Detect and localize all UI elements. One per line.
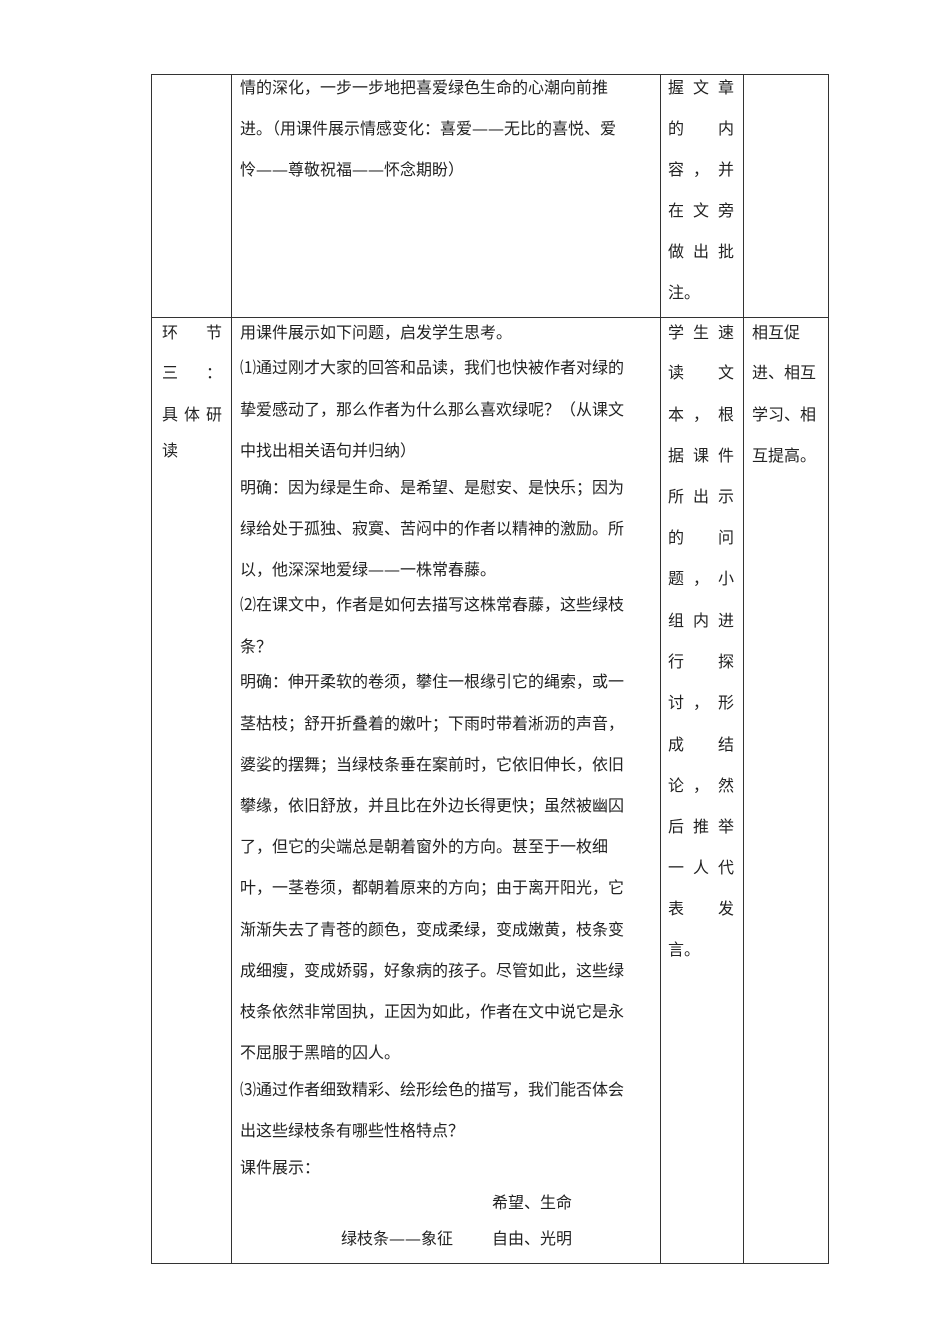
row2-student-line: 本，根	[668, 405, 734, 424]
row2-student-line: 学生速	[668, 323, 734, 342]
row2-purpose-line: 互提高。	[752, 446, 817, 465]
row2-student-line: 论，然	[668, 776, 734, 795]
column-divider	[660, 74, 661, 1264]
row2-student-line: 组内进	[668, 611, 734, 630]
row2-purpose-line: 进、相互	[752, 363, 817, 382]
row1-student-line: 做出批	[668, 242, 734, 261]
table-border-top	[151, 74, 829, 75]
row2-student-line: 题，小	[668, 569, 734, 588]
row1-student-line: 握文章	[668, 78, 734, 97]
column-divider	[231, 74, 232, 1264]
row2-student-line: 表发	[668, 899, 734, 918]
diagram-upper: 希望、生命	[492, 1193, 573, 1212]
row2-stage-line: 三：	[162, 363, 222, 382]
row1-content-line: 怜——尊敬祝福——怀念期盼）	[240, 160, 465, 179]
row2-content-line: 婆娑的摆舞；当绿枝条垂在案前时，它依旧伸长，依旧	[240, 755, 625, 774]
row2-content-line: 渐渐失去了青苍的颜色，变成柔绿，变成嫩黄，枝条变	[240, 920, 625, 939]
row2-stage-line: 读	[162, 441, 179, 460]
row2-content-line: 课件展示：	[240, 1158, 321, 1177]
row2-student-line: 讨，形	[668, 693, 734, 712]
row2-content-line: 以，他深深地爱绿——一株常春藤。	[240, 560, 497, 579]
row1-content-line: 进。（用课件展示情感变化：喜爱——无比的喜悦、爱	[240, 119, 617, 138]
row2-content-line: 茎枯枝；舒开折叠着的嫩叶；下雨时带着淅沥的声音，	[240, 714, 625, 733]
row2-student-line: 所出示	[668, 487, 734, 506]
row2-student-line: 的问	[668, 528, 734, 547]
row2-content-line: 出这些绿枝条有哪些性格特点？	[240, 1121, 465, 1140]
row2-content-line: 了，但它的尖端总是朝着窗外的方向。甚至于一枚细	[240, 837, 609, 856]
row2-content-line: ⑵在课文中，作者是如何去描写这株常春藤，这些绿枝	[240, 595, 625, 614]
table-border-left	[151, 74, 152, 1264]
row2-content-line: 条？	[240, 637, 273, 656]
row2-content-line: 用课件展示如下问题，启发学生思考。	[240, 323, 513, 342]
row2-student-line: 言。	[668, 940, 701, 959]
row1-student-line: 在文旁	[668, 201, 734, 220]
row2-content-line: ⑶通过作者细致精彩、绘形绘色的描写，我们能否体会	[240, 1080, 625, 1099]
row2-content-line: ⑴通过刚才大家的回答和品读，我们也快被作者对绿的	[240, 358, 625, 377]
row2-student-line: 行探	[668, 652, 734, 671]
row2-student-line: 成结	[668, 735, 734, 754]
row2-content-line: 中找出相关语句并归纳）	[240, 441, 417, 460]
row2-content-line: 明确：因为绿是生命、是希望、是慰安、是快乐；因为	[240, 478, 625, 497]
row1-student-line: 的内	[668, 119, 734, 138]
row2-content-line: 挚爱感动了，那么作者为什么那么喜欢绿呢？（从课文	[240, 400, 625, 419]
row2-content-line: 叶，一茎卷须，都朝着原来的方向；由于离开阳光，它	[240, 878, 625, 897]
row2-student-line: 一人代	[668, 858, 734, 877]
row2-stage-line: 环节	[162, 323, 222, 342]
row2-stage-line: 具体研	[162, 405, 222, 424]
table-border-right	[828, 74, 829, 1264]
row2-content-line: 攀缘，依旧舒放，并且比在外边长得更快；虽然被幽囚	[240, 796, 625, 815]
row1-student-line: 容，并	[668, 160, 734, 179]
row2-student-line: 据课件	[668, 446, 734, 465]
column-divider	[743, 74, 744, 1264]
row2-content-line: 明确：伸开柔软的卷须，攀住一根缘引它的绳索，或一	[240, 672, 625, 691]
row2-student-line: 读文	[668, 363, 734, 382]
table-border-bottom	[151, 1263, 829, 1264]
row-divider	[151, 317, 829, 318]
row1-content-line: 情的深化，一步一步地把喜爱绿色生命的心潮向前推	[240, 78, 609, 97]
row1-student-line: 注。	[668, 283, 701, 302]
row2-content-line: 成细瘦，变成娇弱，好象病的孩子。尽管如此，这些绿	[240, 961, 625, 980]
diagram-lower: 自由、光明	[492, 1229, 573, 1248]
row2-purpose-line: 相互促	[752, 323, 801, 342]
row2-content-line: 不屈服于黑暗的囚人。	[240, 1043, 401, 1062]
row2-content-line: 枝条依然非常固执，正因为如此，作者在文中说它是永	[240, 1002, 625, 1021]
row2-purpose-line: 学习、相	[752, 405, 817, 424]
row2-content-line: 绿给处于孤独、寂寞、苦闷中的作者以精神的激励。所	[240, 519, 625, 538]
row2-student-line: 后推举	[668, 817, 734, 836]
diagram-left: 绿枝条——象征	[341, 1229, 454, 1248]
